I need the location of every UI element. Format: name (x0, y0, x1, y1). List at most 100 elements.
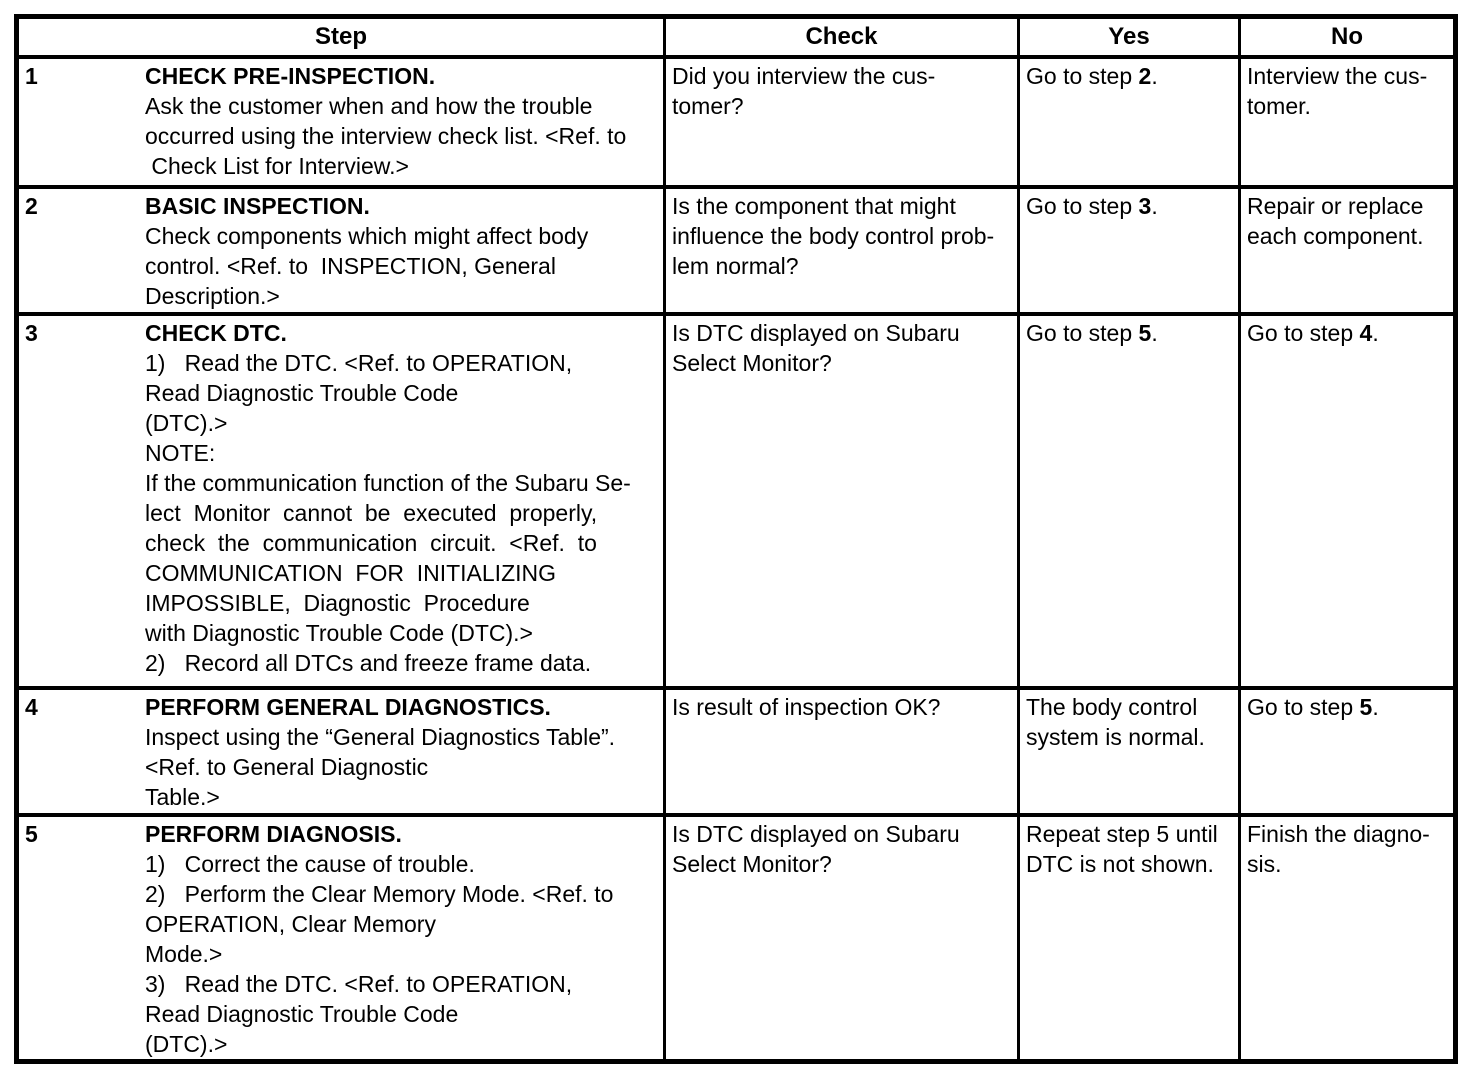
yes-line: Go to step 3. (1026, 193, 1158, 219)
check-cell: Is DTC displayed on Subaru Select Monitor… (663, 817, 1017, 1059)
yes-cell: Go to step 3. (1017, 189, 1238, 312)
no-cell: Go to step 4. (1238, 316, 1453, 686)
step-line: Read Diagnostic Trouble Code (145, 380, 459, 406)
step-line: CHECK PRE-INSPECTION. (145, 63, 436, 89)
check-cell: Is DTC displayed on Subaru Select Monitor… (663, 316, 1017, 686)
yes-cell: Go to step 2. (1017, 59, 1238, 185)
step-line: OPERATION, Clear Memory (145, 911, 436, 937)
step-line: CHECK DTC. (145, 320, 287, 346)
check-line: Did you interview the cus- (672, 63, 936, 89)
step-line: PERFORM GENERAL DIAGNOSTICS. (145, 694, 551, 720)
table-row: 3 CHECK DTC. 1) Read the DTC. <Ref. to OP… (19, 316, 1453, 690)
check-cell: Is the component that might influence the… (663, 189, 1017, 312)
step-cell: 5 PERFORM DIAGNOSIS. 1) Correct the cause… (19, 817, 663, 1059)
step-line: 2) Perform the Clear Memory Mode. <Ref. … (145, 881, 614, 907)
step-content: CHECK DTC. 1) Read the DTC. <Ref. to OPER… (145, 318, 661, 686)
step-cell: 1 CHECK PRE-INSPECTION. Ask the customer … (19, 59, 663, 185)
column-header-yes: Yes (1017, 19, 1238, 55)
step-line: control. <Ref. to INSPECTION, General (145, 253, 556, 279)
step-number: 1 (25, 63, 38, 89)
step-line: BASIC INSPECTION. (145, 193, 370, 219)
check-cell: Did you interview the cus-tomer? (663, 59, 1017, 185)
no-cell: Interview the cus-tomer. (1238, 59, 1453, 185)
check-line: influence the body control prob- (672, 223, 995, 249)
step-line: Check List for Interview.> (145, 153, 409, 179)
step-line: Ask the customer when and how the troubl… (145, 93, 593, 119)
step-line: 1) Read the DTC. <Ref. to OPERATION, (145, 350, 573, 376)
column-header-no: No (1238, 19, 1453, 55)
no-line: tomer. (1247, 93, 1311, 119)
table-row: 2 BASIC INSPECTION. Check components whic… (19, 189, 1453, 316)
step-line: Check components which might affect body (145, 223, 589, 249)
step-line: COMMUNICATION FOR INITIALIZING (145, 560, 557, 586)
no-line: Go to step 4. (1247, 320, 1379, 346)
yes-line: Go to step 2. (1026, 63, 1158, 89)
yes-line: The body control (1026, 694, 1198, 720)
diagnostic-procedure-table: Step Check Yes No 1 CHECK PRE-INSPECTION… (14, 14, 1458, 1064)
step-number: 4 (25, 694, 38, 720)
column-header-step: Step (314, 23, 367, 50)
step-cell: 2 BASIC INSPECTION. Check components whic… (19, 189, 663, 312)
table-row: 1 CHECK PRE-INSPECTION. Ask the customer … (19, 59, 1453, 189)
yes-line: Go to step 5. (1026, 320, 1158, 346)
yes-cell: The body control system is normal. (1017, 690, 1238, 813)
check-cell: Is result of inspection OK? (663, 690, 1017, 813)
table-header-row: Step Check Yes No (19, 19, 1453, 59)
check-line: Is result of inspection OK? (672, 694, 941, 720)
table-row: 5 PERFORM DIAGNOSIS. 1) Correct the cause… (19, 817, 1453, 1059)
step-content: BASIC INSPECTION. Check components which … (145, 191, 661, 312)
step-line: NOTE: (145, 440, 216, 466)
step-line: Description.> (145, 283, 280, 309)
check-line: Select Monitor? (672, 350, 832, 376)
step-line: <Ref. to General Diagnostic (145, 754, 429, 780)
yes-line: system is normal. (1026, 724, 1205, 750)
step-line: occurred using the interview check list.… (145, 123, 627, 149)
no-line: Repair or replace (1247, 193, 1424, 219)
check-line: tomer? (672, 93, 744, 119)
yes-line: Repeat step 5 until (1026, 821, 1218, 847)
step-line: Table.> (145, 784, 220, 810)
step-line: If the communication function of the Sub… (145, 470, 631, 496)
step-line: Inspect using the “General Diagnostics T… (145, 724, 616, 750)
no-cell: Finish the diagno-sis. (1238, 817, 1453, 1059)
step-line: (DTC).> (145, 1031, 228, 1057)
step-line: PERFORM DIAGNOSIS. (145, 821, 402, 847)
no-line: sis. (1247, 851, 1282, 877)
check-line: lem normal? (672, 253, 799, 279)
step-line: Read Diagnostic Trouble Code (145, 1001, 459, 1027)
step-line: 1) Correct the cause of trouble. (145, 851, 475, 877)
step-line: (DTC).> (145, 410, 228, 436)
table-row: 4 PERFORM GENERAL DIAGNOSTICS. Inspect us… (19, 690, 1453, 817)
check-line: Is DTC displayed on Subaru (672, 320, 960, 346)
step-line: check the communication circuit. <Ref. t… (145, 530, 597, 556)
step-number: 2 (25, 193, 38, 219)
column-header-check: Check (663, 19, 1017, 55)
step-number: 5 (25, 821, 38, 847)
step-line: with Diagnostic Trouble Code (DTC).> (145, 620, 533, 646)
step-line: IMPOSSIBLE, Diagnostic Procedure (145, 590, 530, 616)
no-cell: Repair or replace each component. (1238, 189, 1453, 312)
check-line: Is the component that might (672, 193, 956, 219)
check-line: Select Monitor? (672, 851, 832, 877)
no-cell: Go to step 5. (1238, 690, 1453, 813)
step-content: CHECK PRE-INSPECTION. Ask the customer wh… (145, 61, 661, 185)
no-line: each component. (1247, 223, 1424, 249)
yes-line: DTC is not shown. (1026, 851, 1214, 877)
table-body: 1 CHECK PRE-INSPECTION. Ask the customer … (19, 59, 1453, 1059)
step-line: lect Monitor cannot be executed properly… (145, 500, 598, 526)
no-line: Go to step 5. (1247, 694, 1379, 720)
no-line: Finish the diagno- (1247, 821, 1430, 847)
step-content: PERFORM DIAGNOSIS. 1) Correct the cause o… (145, 819, 661, 1059)
step-line: 2) Record all DTCs and freeze frame data… (145, 650, 592, 676)
step-line: Mode.> (145, 941, 223, 967)
no-line: Interview the cus- (1247, 63, 1428, 89)
yes-cell: Repeat step 5 until DTC is not shown. (1017, 817, 1238, 1059)
step-cell: 3 CHECK DTC. 1) Read the DTC. <Ref. to OP… (19, 316, 663, 686)
check-line: Is DTC displayed on Subaru (672, 821, 960, 847)
step-content: PERFORM GENERAL DIAGNOSTICS. Inspect usin… (145, 692, 661, 813)
yes-cell: Go to step 5. (1017, 316, 1238, 686)
step-number: 3 (25, 320, 38, 346)
step-cell: 4 PERFORM GENERAL DIAGNOSTICS. Inspect us… (19, 690, 663, 813)
step-line: 3) Read the DTC. <Ref. to OPERATION, (145, 971, 573, 997)
